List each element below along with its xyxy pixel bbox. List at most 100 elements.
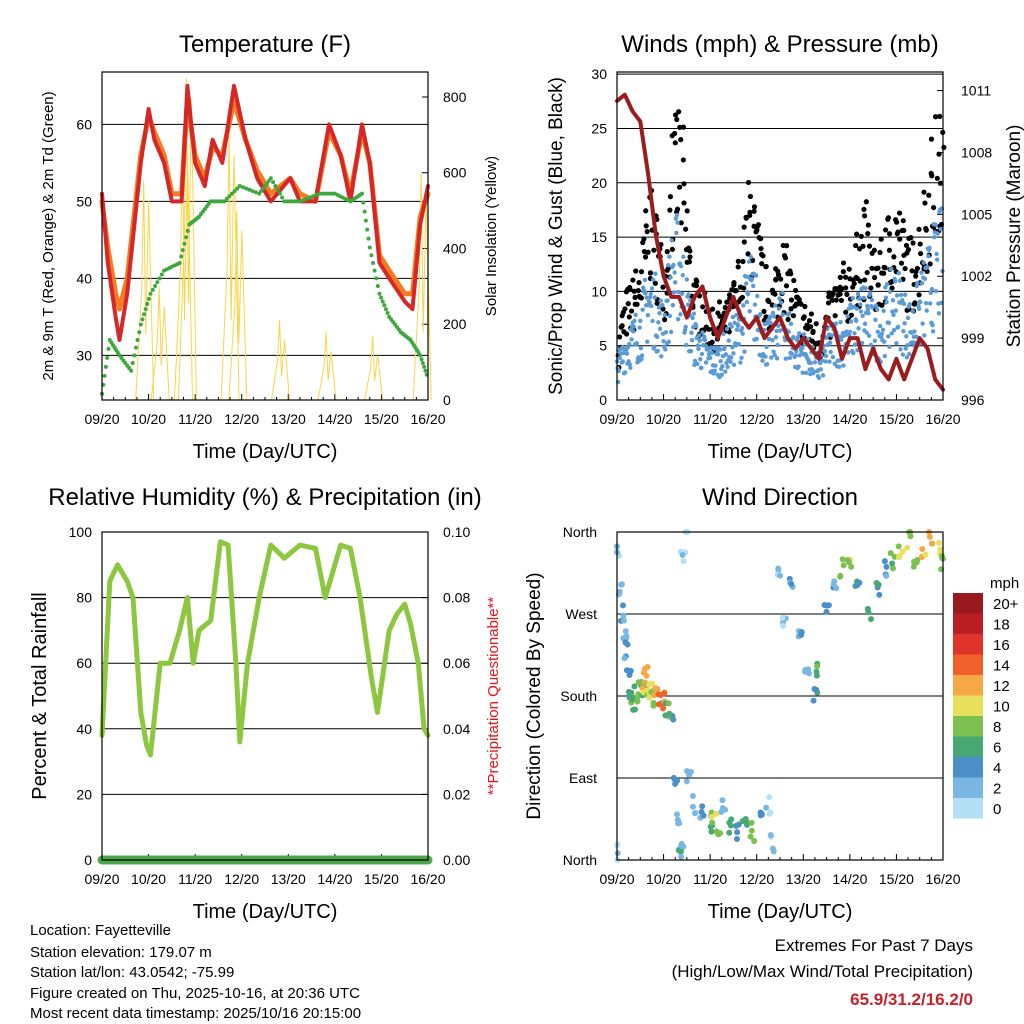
gust-point [922, 200, 928, 206]
y2-tick-label: 999 [961, 330, 985, 346]
gust-point [680, 124, 687, 130]
gust-point [754, 227, 760, 233]
wind-point [930, 329, 936, 334]
gust-point [741, 285, 747, 291]
wind-point [833, 321, 839, 326]
wind-point [866, 333, 872, 338]
dewpoint-point [361, 200, 366, 205]
wind-point [699, 351, 705, 357]
y-tick-label: 60 [76, 116, 92, 132]
gust-point [833, 297, 839, 303]
wind-point [771, 314, 777, 319]
wind-point [854, 318, 859, 324]
wind-point [800, 370, 805, 375]
direction-point [661, 690, 668, 697]
wind-point [865, 307, 871, 312]
wind-point [882, 339, 887, 344]
gust-point [878, 236, 884, 242]
wind-point [927, 245, 932, 251]
wind-point [868, 342, 874, 348]
series-station-pressure [615, 92, 945, 392]
solar-ylabel: Solar Insolation (Yellow) [483, 156, 500, 316]
gust-point [740, 258, 746, 265]
direction-point [622, 639, 629, 646]
legend-label: 2 [993, 781, 1001, 798]
dewpoint-point [177, 260, 182, 265]
gust-point [792, 287, 799, 294]
gust-point [896, 210, 903, 216]
direction-point [846, 559, 853, 566]
wind-point [870, 305, 875, 310]
wind-point [631, 324, 637, 329]
direction-point [939, 555, 946, 562]
gust-point [669, 246, 675, 252]
wind-point [770, 338, 775, 343]
gust-point [638, 269, 645, 275]
wind-point [739, 355, 744, 361]
gust-point [635, 288, 641, 294]
wind-point [684, 277, 690, 282]
direction-point [748, 827, 755, 834]
gust-point [674, 206, 681, 212]
dewpoint-point [363, 218, 368, 223]
gust-point [798, 301, 804, 307]
direction-point [672, 780, 679, 787]
wind-direction-title: Wind Direction [702, 484, 858, 511]
wind-point [740, 331, 745, 336]
wind-point [680, 272, 685, 278]
wind-point [924, 308, 929, 313]
dewpoint-point [145, 302, 150, 307]
wind-point [702, 337, 708, 343]
wind-point [716, 352, 721, 357]
wind-point [705, 347, 711, 352]
wind-point [893, 279, 898, 284]
wind-point [816, 375, 822, 381]
solar-insolation-spike [412, 172, 432, 401]
gust-point [664, 249, 670, 255]
wind-point [748, 254, 754, 260]
gust-point [929, 173, 935, 179]
temperature-title: Temperature (F) [179, 31, 351, 58]
dewpoint-point [179, 254, 184, 259]
gust-point [617, 334, 623, 340]
gust-point [871, 247, 877, 253]
wind-point [907, 302, 913, 307]
legend-swatch [953, 654, 983, 675]
gust-point [843, 285, 849, 291]
dewpoint-point [253, 190, 258, 195]
direction-point [867, 616, 874, 623]
direction-point [620, 617, 627, 624]
direction-point [719, 797, 726, 804]
y2-tick-label: 400 [443, 240, 467, 256]
direction-point [856, 579, 863, 586]
gust-point [877, 249, 883, 256]
dewpoint-point [268, 176, 273, 181]
gust-point [760, 253, 766, 259]
humidity-ylabel: Percent & Total Rainfall [29, 592, 51, 800]
wind-point [763, 354, 768, 359]
direction-point [614, 850, 621, 857]
dewpoint-point [419, 357, 424, 362]
direction-point [620, 612, 627, 619]
gust-point [908, 235, 914, 241]
wind-point [861, 295, 867, 301]
wind-point [875, 307, 880, 312]
direction-point [733, 836, 740, 843]
dewpoint-point [372, 268, 377, 273]
gust-point [910, 240, 916, 246]
wind-point [872, 338, 878, 343]
direction-point [929, 540, 936, 547]
wind-point [898, 347, 903, 352]
gust-point [936, 151, 942, 157]
wind-point [789, 351, 794, 356]
direction-point [708, 813, 715, 820]
wind-point [752, 302, 758, 307]
wind-point [787, 311, 792, 316]
wind-point [862, 321, 868, 326]
wind-point [771, 349, 776, 354]
gust-point [651, 247, 657, 253]
direction-point [919, 545, 926, 552]
wind-point [617, 355, 623, 361]
gust-point [763, 264, 769, 270]
wind-point [894, 340, 899, 346]
